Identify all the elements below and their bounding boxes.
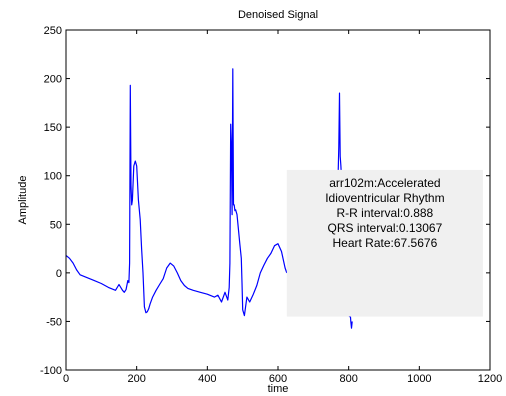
y-tick-label: 0 [56,268,62,280]
annotation-line-qrs-interval: QRS interval:0.13067 [328,221,443,235]
annotation-line-heart-rate: Heart Rate:67.5676 [333,236,438,250]
annotation-background [286,169,483,317]
y-tick-label: -100 [40,365,62,377]
y-tick-label: 150 [44,122,62,134]
annotation-line-rr-interval: R-R interval:0.888 [337,206,434,220]
annotation-box: arr102m:Accelerated Idioventricular Rhyt… [286,169,483,317]
y-axis-label: Amplitude [17,176,29,225]
x-tick-label: 600 [269,373,287,385]
x-tick-label: 200 [127,373,145,385]
chart-title: Denoised Signal [238,9,318,21]
x-tick-label: 400 [198,373,216,385]
x-tick-label: 1000 [407,373,431,385]
y-tick-label: 50 [50,219,62,231]
x-tick-label: 0 [63,373,69,385]
x-axis-label: time [268,383,289,395]
x-tick-label: 800 [339,373,357,385]
annotation-line-rhythm-name: arr102m:Accelerated [329,176,440,190]
y-tick-label: 250 [44,25,62,37]
y-tick-label: -50 [46,316,62,328]
signal-line-1 [65,68,288,317]
y-axis-ticks: -100 -50 0 50 100 150 200 250 [40,25,490,377]
y-tick-label: 200 [44,74,62,86]
annotation-line-rhythm-type: Idioventricular Rhythm [325,191,444,205]
x-axis-ticks: 0 200 400 600 800 1000 1200 [63,30,502,385]
y-tick-label: 100 [44,171,62,183]
x-tick-label: 1200 [478,373,502,385]
